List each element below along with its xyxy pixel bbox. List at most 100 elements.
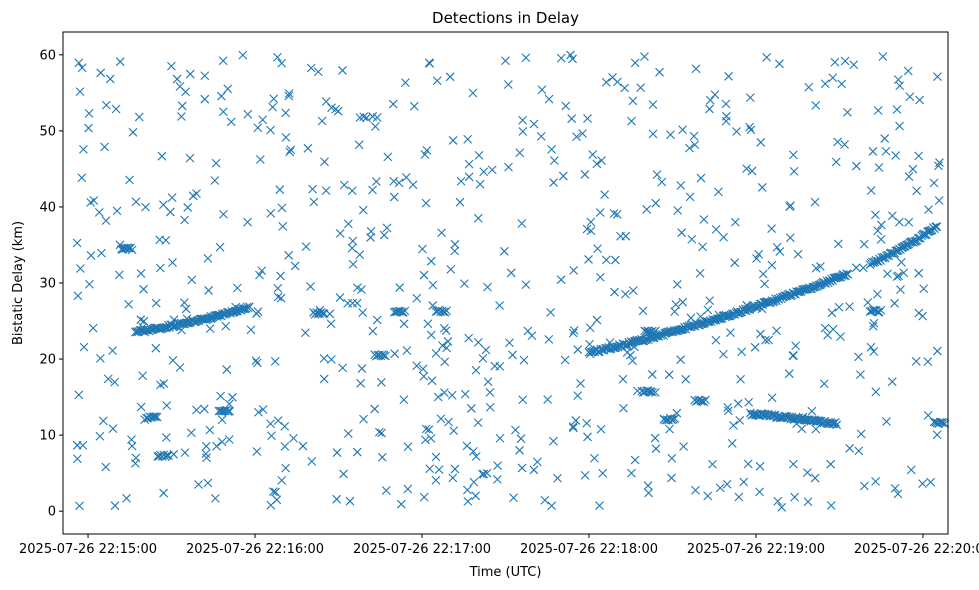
detection-marker: [597, 156, 606, 165]
detection-marker: [869, 347, 879, 356]
detection-marker: [471, 491, 480, 501]
detection-marker: [691, 485, 700, 495]
detection-marker: [657, 177, 667, 187]
detection-marker: [687, 234, 697, 244]
detection-marker: [873, 289, 882, 299]
detection-marker: [424, 58, 434, 68]
detection-marker: [493, 461, 502, 471]
detection-marker: [598, 468, 608, 478]
detection-marker: [592, 315, 602, 325]
detection-marker: [326, 355, 336, 364]
detection-marker: [760, 279, 769, 289]
detection-marker: [394, 178, 404, 188]
detection-marker: [169, 449, 179, 459]
detection-marker: [481, 345, 491, 355]
detection-marker: [151, 343, 161, 353]
y-axis: 0 10 20 30 40 50 60: [39, 48, 63, 520]
detection-marker: [419, 270, 429, 280]
detection-marker: [892, 246, 902, 255]
detection-marker: [123, 243, 132, 253]
detection-marker: [111, 104, 121, 114]
detection-marker: [655, 67, 664, 77]
detection-marker: [355, 113, 365, 122]
x-axis-label: Time (UTC): [469, 565, 542, 580]
detection-marker: [854, 352, 863, 362]
y-tick-label: 30: [39, 277, 56, 292]
detection-marker: [202, 453, 211, 463]
detection-marker: [421, 198, 431, 208]
detection-marker: [582, 418, 592, 428]
detection-marker: [300, 328, 310, 338]
detection-marker: [732, 127, 741, 136]
detection-marker: [746, 125, 756, 135]
detection-marker: [275, 185, 285, 195]
detection-marker: [218, 56, 228, 66]
detection-marker: [456, 176, 466, 186]
detection-marker: [628, 286, 638, 296]
detection-marker: [255, 270, 264, 280]
detection-marker: [464, 172, 474, 182]
detection-marker: [698, 242, 707, 252]
detection-marker: [381, 486, 391, 495]
detection-marker: [218, 107, 228, 117]
detection-marker: [803, 497, 813, 507]
detection-marker: [705, 95, 715, 105]
detection-marker: [175, 363, 185, 372]
detection-marker: [427, 376, 437, 386]
detection-marker: [412, 293, 422, 303]
detection-marker: [475, 179, 485, 189]
detection-marker: [893, 75, 903, 84]
detection-marker: [284, 250, 294, 260]
detection-marker: [745, 93, 755, 102]
detection-marker: [652, 170, 662, 180]
detection-marker: [79, 144, 88, 154]
detection-marker: [648, 129, 658, 139]
detection-marker: [919, 284, 929, 294]
detection-marker: [185, 69, 195, 79]
detection-marker: [914, 151, 924, 161]
detection-marker: [887, 377, 897, 387]
detection-marker: [203, 478, 213, 488]
detection-marker: [645, 387, 654, 396]
detection-marker: [335, 293, 345, 302]
detection-marker: [613, 77, 622, 87]
detection-marker: [873, 106, 883, 115]
detection-marker: [101, 216, 111, 225]
detection-marker: [926, 477, 936, 487]
detection-marker: [155, 263, 165, 273]
detection-marker: [764, 335, 774, 345]
detection-marker: [743, 459, 753, 469]
detection-marker: [431, 348, 441, 358]
detection-marker: [509, 493, 518, 503]
detection-marker: [708, 459, 717, 469]
detection-marker: [309, 197, 319, 207]
detection-marker: [306, 63, 316, 73]
detection-marker: [339, 180, 349, 190]
detection-marker: [487, 165, 497, 175]
detection-marker: [786, 201, 795, 210]
detection-marker: [841, 271, 850, 281]
detection-marker: [724, 71, 734, 81]
detection-marker: [553, 473, 562, 483]
detection-marker: [596, 424, 606, 434]
detection-marker: [929, 178, 939, 188]
detection-marker: [722, 479, 732, 489]
detection-marker: [277, 203, 287, 213]
detection-marker: [567, 114, 577, 124]
detection-marker: [923, 357, 933, 367]
x-tick-label: 2025-07-26 22:15:00: [19, 542, 157, 557]
detection-marker: [371, 177, 381, 186]
detection-marker: [280, 442, 290, 451]
detection-marker: [440, 357, 450, 367]
detection-marker: [210, 493, 220, 503]
detection-marker: [891, 151, 901, 160]
detection-marker: [726, 328, 735, 338]
detection-marker: [130, 458, 140, 468]
detection-marker: [576, 379, 585, 388]
detection-marker: [434, 465, 444, 474]
detection-marker: [676, 355, 685, 365]
detection-marker: [224, 399, 234, 409]
detection-marker: [840, 140, 849, 149]
detection-marker: [521, 280, 531, 290]
detection-marker: [895, 121, 904, 131]
